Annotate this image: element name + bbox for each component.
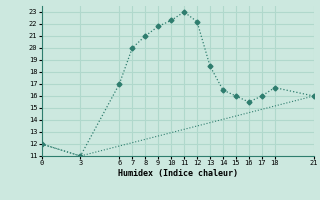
X-axis label: Humidex (Indice chaleur): Humidex (Indice chaleur) <box>118 169 237 178</box>
